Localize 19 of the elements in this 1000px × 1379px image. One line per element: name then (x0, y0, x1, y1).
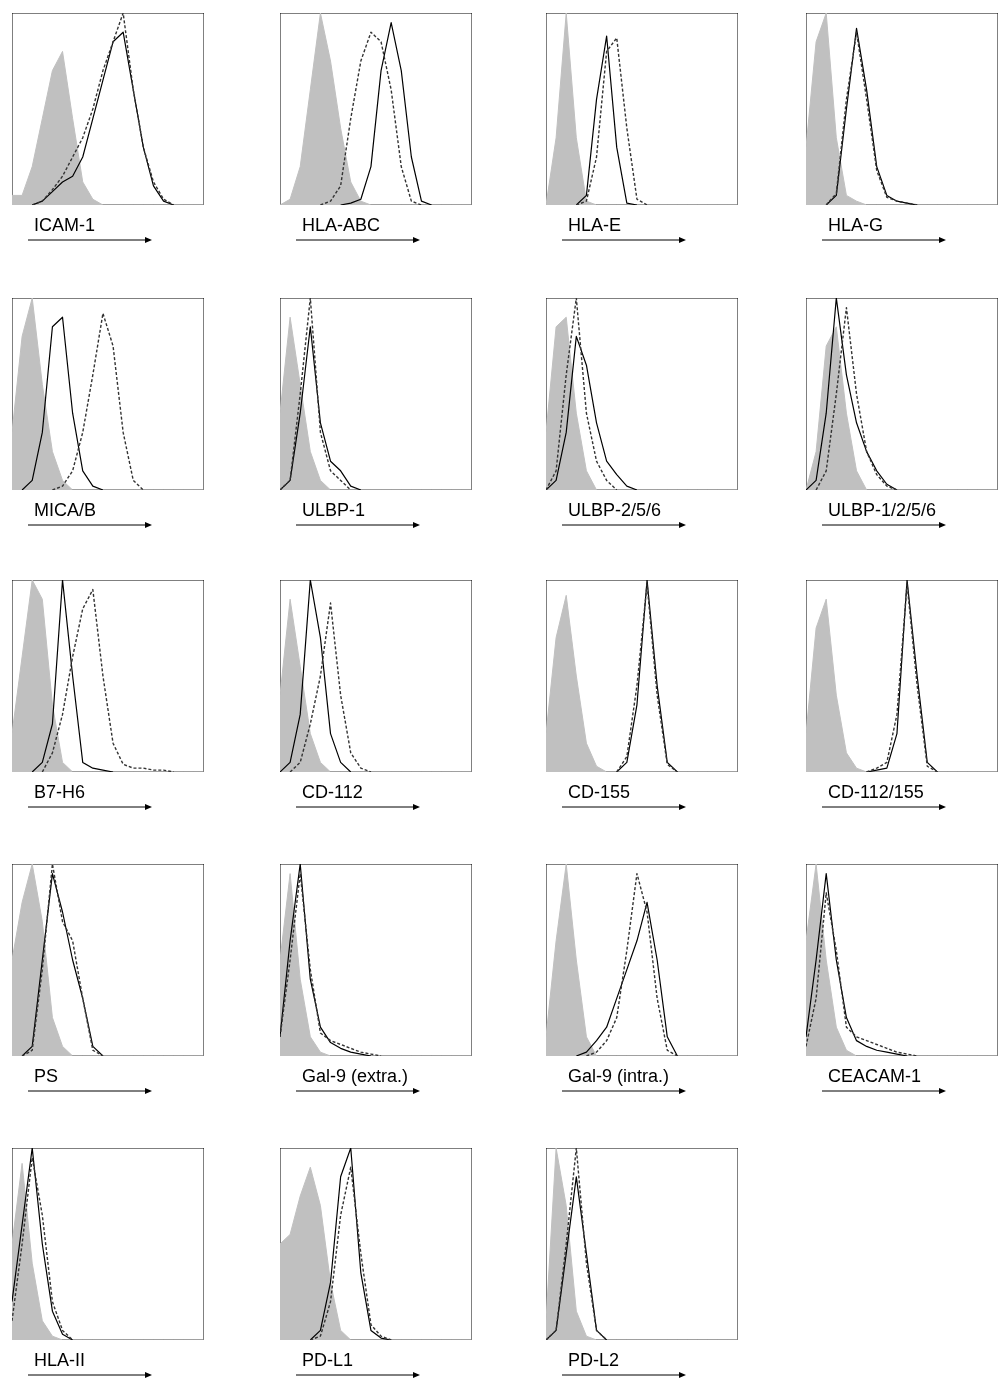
x-axis-title: HLA-G (828, 215, 884, 236)
x-axis-title: CD-155 (568, 782, 631, 803)
x-axis-title: ULBP-1/2/5/6 (828, 500, 937, 521)
x-axis-title: PS (34, 1066, 59, 1087)
x-axis-title: HLA-ABC (302, 215, 381, 236)
x-axis-title: B7-H6 (34, 782, 86, 803)
x-axis-title: ULBP-1 (302, 500, 366, 521)
x-axis-title: ICAM-1 (34, 215, 96, 236)
x-axis-title: CEACAM-1 (828, 1066, 922, 1087)
x-axis-title: CD-112/155 (828, 782, 924, 803)
x-axis-title: MICA/B (34, 500, 97, 521)
x-axis-title: Gal-9 (extra.) (302, 1066, 409, 1087)
x-axis-title: Gal-9 (intra.) (568, 1066, 670, 1087)
x-axis-title: CD-112 (302, 782, 363, 803)
x-axis-title: HLA-II (34, 1350, 86, 1371)
x-axis-title: ULBP-2/5/6 (568, 500, 662, 521)
x-axis-title: PD-L1 (302, 1350, 354, 1371)
x-axis-title: HLA-E (568, 215, 622, 236)
x-axis-title: PD-L2 (568, 1350, 620, 1371)
